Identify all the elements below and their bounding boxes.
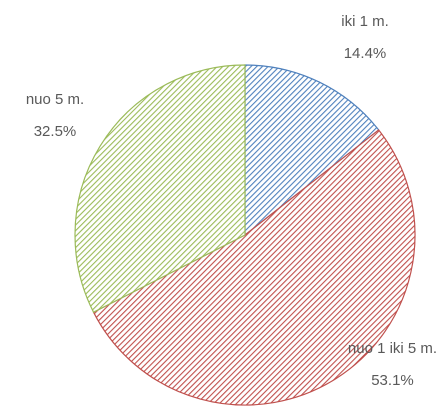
pie-slice [244,64,380,237]
slice-label: iki 1 m. 14.4% [310,6,420,70]
category-label: iki 1 m. [341,13,389,30]
value-label: 53.1% [371,372,414,389]
pie-slice [92,129,416,406]
value-label: 14.4% [343,45,387,62]
slice-label: nuo 5 m. 32.5% [0,84,110,148]
value-label: 32.5% [33,123,77,140]
slice-label: nuo 1 iki 5 m. 53.1% [340,333,445,397]
category-label: nuo 5 m. [25,91,85,108]
category-label: nuo 1 iki 5 m. [347,340,438,357]
pie-slice [74,64,246,313]
